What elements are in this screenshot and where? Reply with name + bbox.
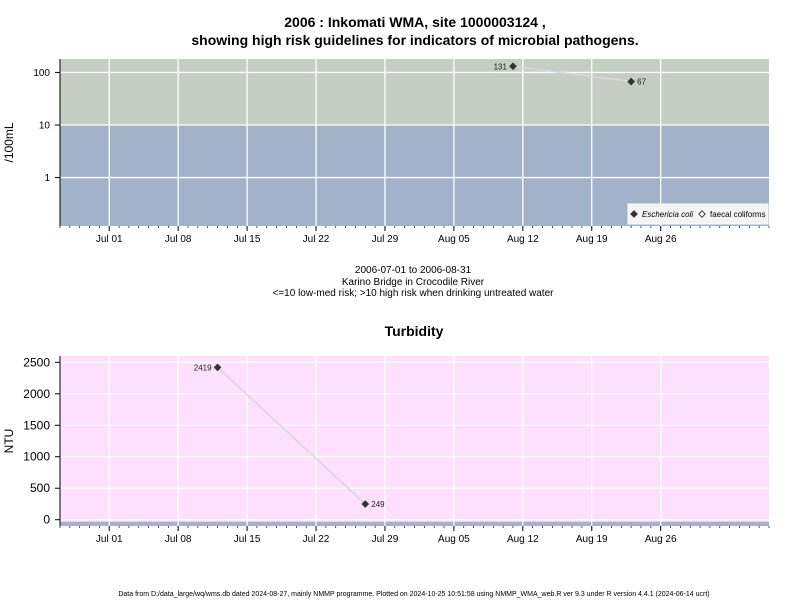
y-tick-label: 1000 xyxy=(23,450,50,464)
x-tick-label: Jul 01 xyxy=(96,534,123,545)
microbial-panel: 1 10 100 Jul 01 Jul 08 Jul 15 Jul 22 Jul 29 Aug … xyxy=(2,59,770,245)
data-point-marker xyxy=(361,500,370,508)
legend-box xyxy=(627,203,769,225)
legend-marker xyxy=(630,210,638,218)
x-tick-label: Jul 22 xyxy=(303,534,330,545)
turbidity-panel: 0 500 1000 1500 2000 2500 Jul 01 Jul 08 Jul 15 Ju… xyxy=(2,355,770,545)
series-line xyxy=(217,366,366,505)
chart-title-line-1: 2006 : Inkomati WMA, site 1000003124 , xyxy=(284,14,545,30)
turbidity-band xyxy=(60,356,769,526)
x-tick-label: Aug 12 xyxy=(507,234,539,245)
y-tick-label: 2000 xyxy=(23,387,50,401)
data-point-marker xyxy=(509,62,517,71)
x-tick-label: Jul 15 xyxy=(234,234,261,245)
x-tick-label: Aug 26 xyxy=(645,234,677,245)
x-tick-label: Jul 22 xyxy=(303,234,330,245)
x-tick-label: Jul 01 xyxy=(96,234,123,245)
y-tick-label: 500 xyxy=(30,481,50,495)
x-tick-label: Jul 08 xyxy=(165,234,192,245)
high-risk-band xyxy=(60,59,769,126)
x-tick-label: Jul 29 xyxy=(372,234,399,245)
legend-label: Eschericia coli xyxy=(642,210,693,219)
y-tick-label: 100 xyxy=(33,68,50,79)
y-tick-label: 1 xyxy=(44,173,50,184)
chart-title-line-2: showing high risk guidelines for indicat… xyxy=(191,32,638,48)
y-axis-label: NTU xyxy=(2,429,16,454)
x-tick-label: Aug 19 xyxy=(576,534,608,545)
data-point-marker xyxy=(213,363,222,372)
y-tick-label: 1500 xyxy=(23,418,50,432)
series-line xyxy=(512,65,632,83)
date-range-text: 2006-07-01 to 2006-08-31 xyxy=(355,265,472,276)
data-label: 67 xyxy=(637,78,646,87)
x-tick-label: Jul 08 xyxy=(165,534,192,545)
x-tick-label: Aug 19 xyxy=(576,234,608,245)
y-tick-label: 10 xyxy=(39,120,51,131)
turbidity-title: Turbidity xyxy=(385,323,444,339)
risk-note-text: <=10 low-med risk; >10 high risk when dr… xyxy=(273,288,555,299)
legend: Eschericia coli faecal coliforms xyxy=(627,203,769,225)
x-tick-label: Aug 05 xyxy=(438,534,470,545)
site-name-text: Karino Bridge in Crocodile River xyxy=(342,277,485,288)
legend-marker xyxy=(698,210,706,218)
footer-text: Data from D:/data_large/wq/wms.db dated … xyxy=(118,591,709,598)
legend-label: faecal coliforms xyxy=(710,210,766,219)
data-label: 249 xyxy=(371,500,385,509)
x-tick-label: Jul 15 xyxy=(234,534,261,545)
data-label: 131 xyxy=(494,62,508,71)
data-label: 2419 xyxy=(194,363,212,372)
x-tick-label: Jul 29 xyxy=(372,534,399,545)
data-point-marker xyxy=(627,77,635,86)
below-zero-band xyxy=(60,521,769,526)
y-axis-label: /100mL xyxy=(2,122,16,162)
x-tick-label: Aug 12 xyxy=(507,534,539,545)
x-tick-label: Aug 26 xyxy=(645,534,677,545)
y-tick-label: 2500 xyxy=(23,355,50,369)
y-tick-label: 0 xyxy=(43,513,50,527)
x-tick-label: Aug 05 xyxy=(438,234,470,245)
